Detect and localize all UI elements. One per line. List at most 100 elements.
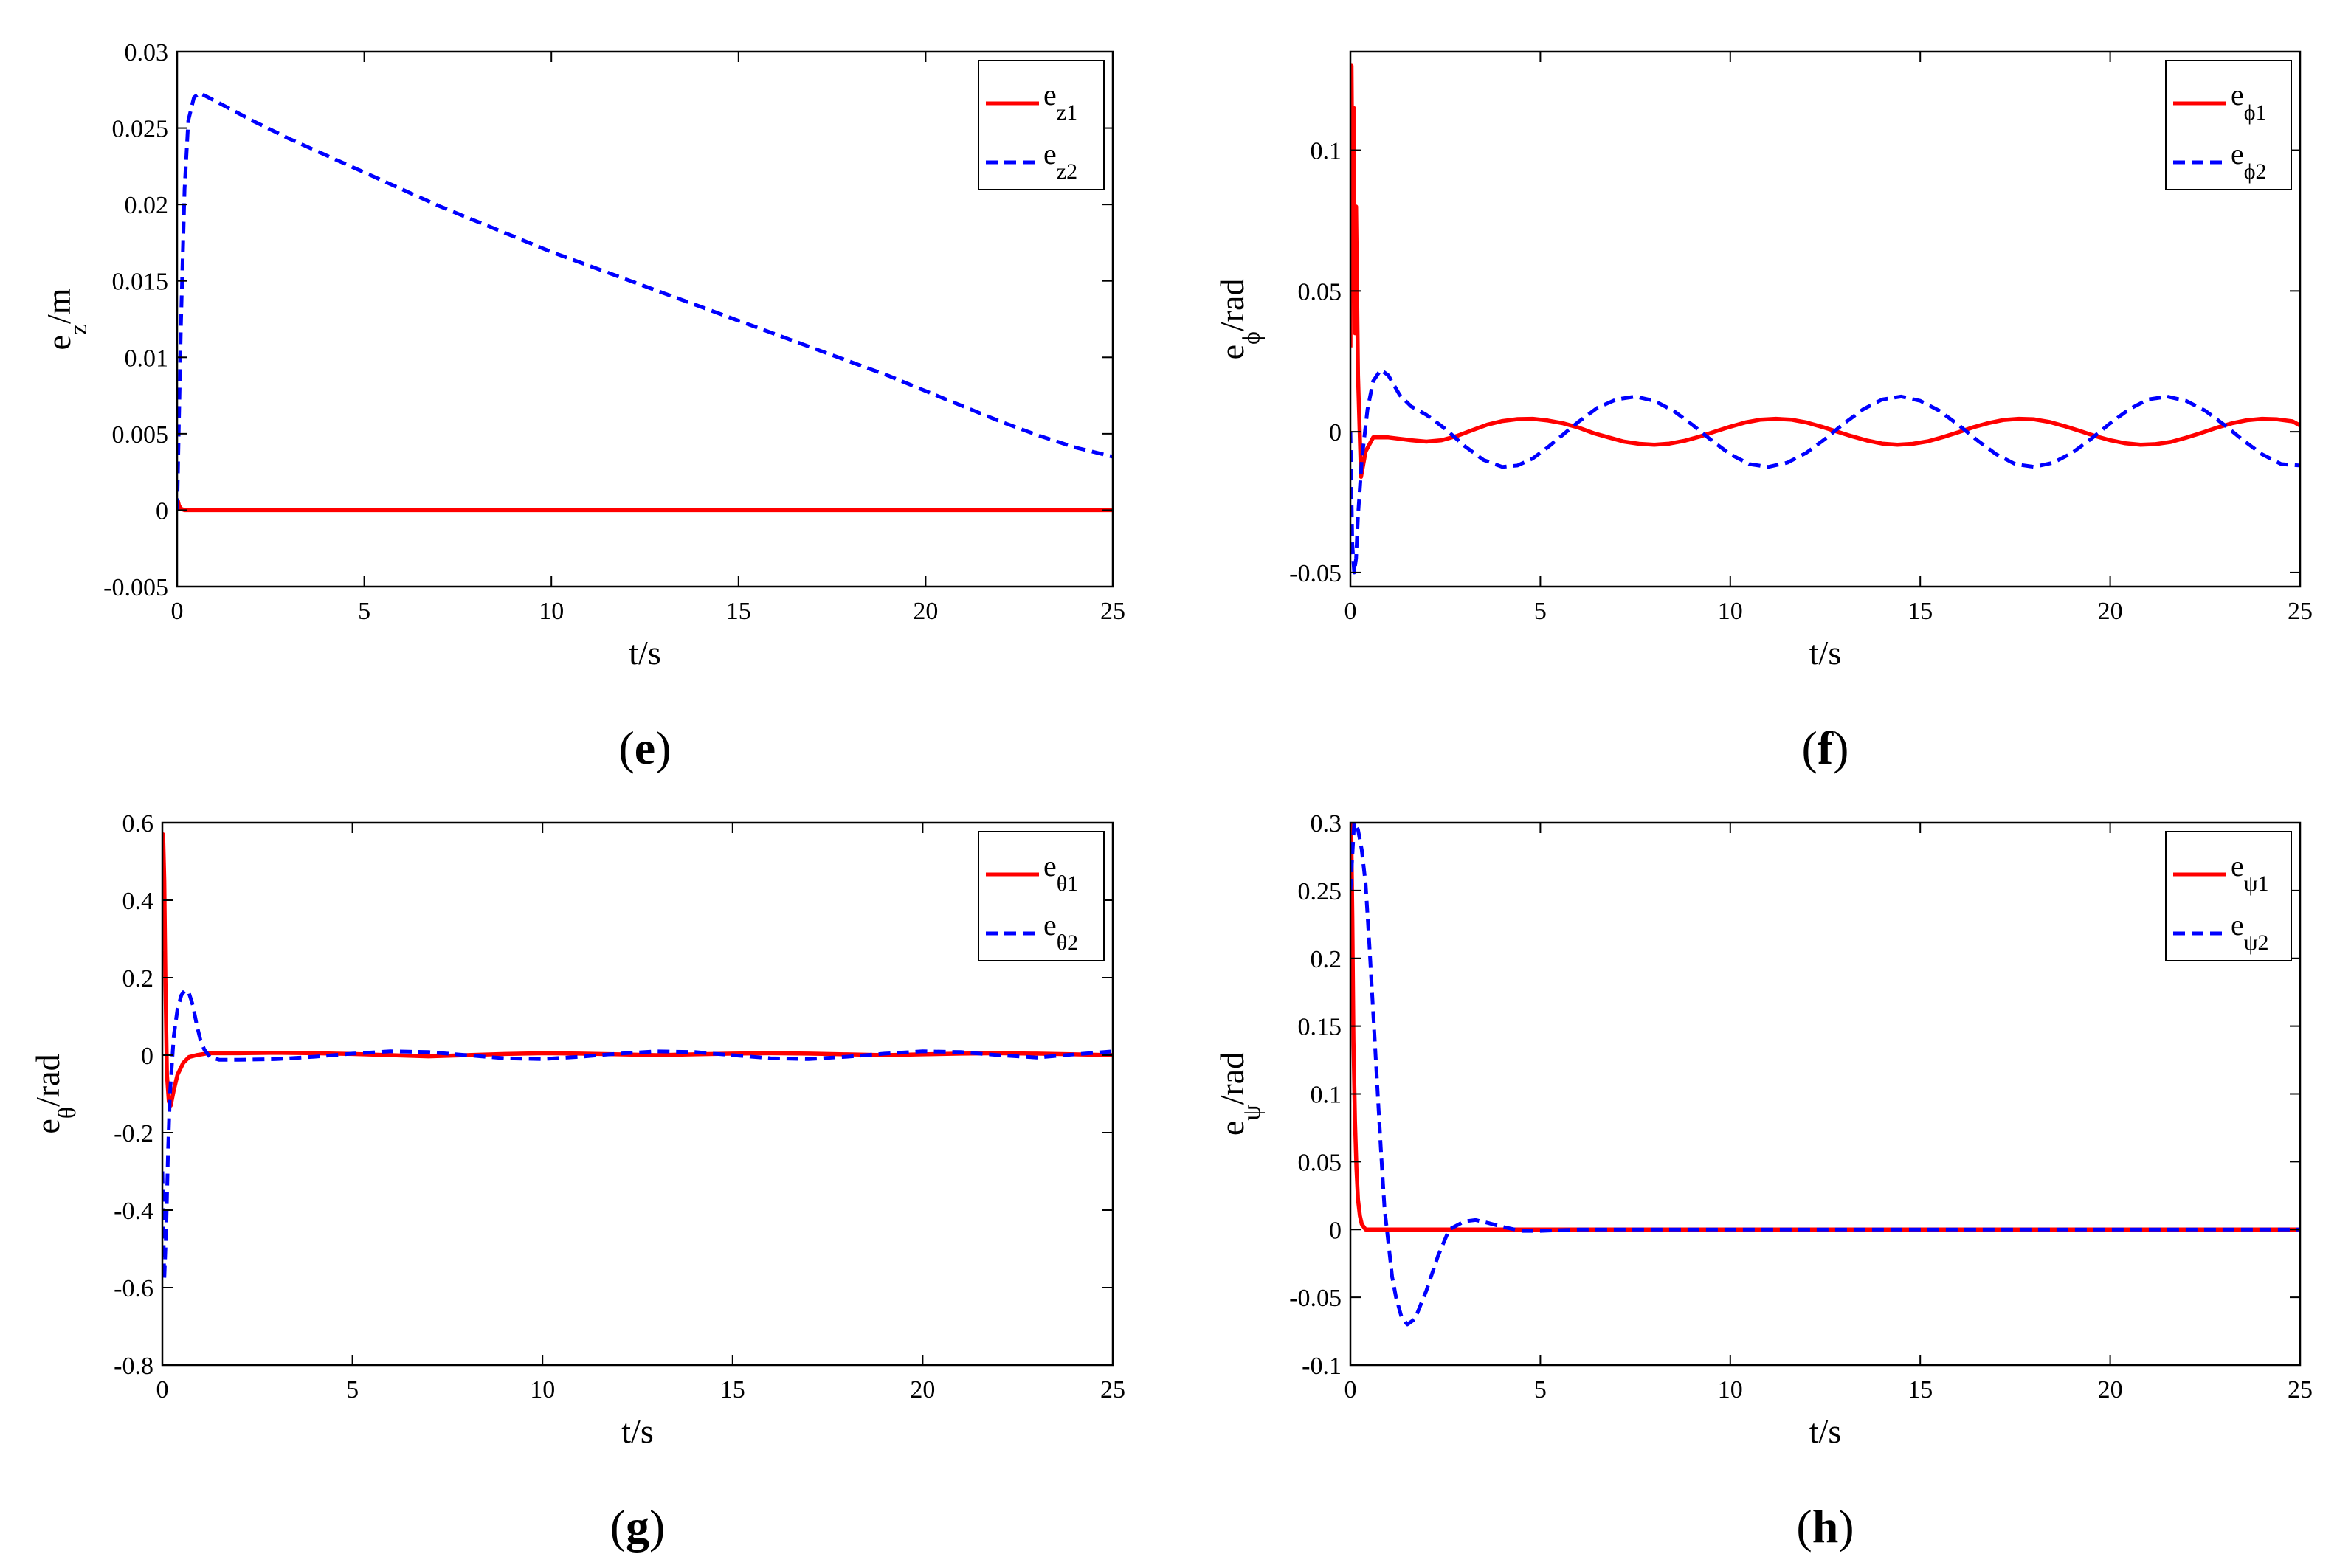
y-tick-label: 0 [156,497,168,525]
legend-main: e [2231,908,2244,942]
legend-label-e_z2: ez2 [1043,137,1077,184]
y-tick-label: -0.1 [1302,1353,1342,1380]
x-axis-label: t/s [1809,634,1841,671]
y-tick-label: -0.4 [114,1198,153,1225]
y-axis-label: eϕ/rad [1213,279,1266,360]
x-tick-label: 15 [1908,1376,1933,1403]
x-tick-label: 25 [2288,598,2313,625]
y-label-main: e [1213,1121,1251,1136]
x-tick-label: 10 [539,598,564,625]
y-label-main: e [1213,345,1251,359]
legend-main: e [2231,78,2244,111]
legend-label-e_psi1: eψ1 [2231,849,2269,896]
chart-panel-e: 0 5 10 15 20 25-0.00500.0050.010.0150.020.025… [40,39,1125,774]
y-axis-label: eθ/rad [29,1054,81,1133]
legend-sub: z1 [1057,100,1077,125]
y-tick-label: 0.4 [122,888,154,915]
x-tick-label: 0 [1344,598,1357,625]
y-tick-label: 0.1 [1311,138,1342,165]
y-tick-label: 0.3 [1311,810,1342,837]
y-tick-label: 0.05 [1298,1149,1342,1176]
panel-label-close: ) [649,1500,665,1553]
panel-label-close: ) [655,722,671,774]
y-label-sub: ψ [1238,1105,1266,1120]
legend-main: e [1043,908,1057,942]
y-tick-label: 0 [1329,419,1342,446]
y-label-sub: ϕ [1238,331,1266,345]
chart-panel-f: 0 5 10 15 20 25-0.0500.050.1t/seϕ/rad(f)eϕ1eϕ… [1213,50,2313,774]
legend-label-e_theta1: eθ1 [1043,849,1078,896]
y-tick-label: -0.05 [1289,560,1342,587]
x-tick-label: 25 [2288,1376,2313,1403]
y-tick-label: 0.05 [1298,278,1342,305]
x-tick-label: 10 [1718,1376,1743,1403]
panel-label: (h) [1796,1500,1854,1553]
x-tick-label: 10 [530,1376,555,1403]
legend-main: e [1043,137,1057,170]
x-tick-label: 15 [720,1376,745,1403]
series-line-e_psi1 [1350,823,2300,1232]
legend-sub: ϕ2 [2244,159,2267,184]
x-tick-label: 5 [358,598,370,625]
x-axis-label: t/s [629,634,660,671]
y-label-sub: θ [54,1107,81,1119]
y-tick-label: -0.05 [1289,1285,1342,1312]
panel-label-letter: g [626,1500,649,1553]
legend-sub: z2 [1057,159,1077,184]
x-tick-label: 15 [1908,598,1933,625]
x-tick-label: 5 [1534,598,1547,625]
x-tick-label: 20 [913,598,938,625]
chart-panel-g: 0 5 10 15 20 25 -0.8 -0.6 -0.4 -0.2 0 0.2 0.4 0.6 t/s e… [29,810,1125,1553]
legend-sub: ϕ1 [2244,100,2267,125]
panel-label-open: ( [610,1500,626,1553]
y-tick-label: 0.2 [1311,946,1342,973]
y-label-unit: /rad [29,1054,66,1107]
legend-box [978,60,1105,190]
y-tick-label: 0 [1329,1217,1342,1244]
series-line-e_theta1 [162,832,1113,1108]
x-tick-label: 5 [1534,1376,1547,1403]
series-line-e_theta2 [162,988,1113,1282]
y-tick-label: 0.005 [112,421,169,449]
panel-label: (g) [610,1500,666,1553]
legend-box [978,831,1105,961]
y-tick-label: 0.1 [1311,1082,1342,1109]
series-line-e_phi2 [1350,367,2300,575]
legend-sub: ψ2 [2244,930,2269,955]
x-tick-label: 0 [171,598,184,625]
panel-label-letter: h [1812,1500,1839,1553]
panel-label: (f) [1802,722,1849,774]
legend-main: e [1043,849,1057,883]
panel-label-letter: e [635,722,655,774]
legend-sub: θ1 [1057,871,1078,896]
legend-main: e [2231,137,2244,170]
x-tick-label: 25 [1100,1376,1125,1403]
legend-main: e [1043,78,1057,111]
x-tick-label: 20 [910,1376,935,1403]
panel-label-close: ) [1838,1500,1854,1553]
legend-label-e_phi1: eϕ1 [2231,78,2267,125]
panel-label-open: ( [1796,1500,1812,1553]
series-line-e_z2 [177,91,1113,511]
x-tick-label: 20 [2098,598,2123,625]
y-tick-label: 0.025 [112,116,169,143]
panel-label-open: ( [618,722,634,774]
legend-label-e_phi2: eϕ2 [2231,137,2267,184]
plot-frame [1349,821,2302,1367]
x-tick-label: 10 [1718,598,1743,625]
x-tick-label: 20 [2098,1376,2123,1403]
y-tick-label: 0.15 [1298,1014,1342,1041]
legend-label-e_psi2: eψ2 [2231,908,2269,955]
chart-panel-h: 0 5 10 15 20 25 -0.1 -0.05 0 0.05 0.1 0.15 0.2 0.25 0.… [1213,810,2313,1553]
plot-frame [176,50,1114,588]
y-axis-label: eψ/rad [1213,1052,1266,1136]
x-tick-label: 15 [726,598,751,625]
panel-label-close: ) [1833,722,1848,774]
series-line-e_phi1 [1350,63,2300,479]
plot-frame [1349,50,2302,588]
legend-main: e [2231,849,2244,883]
plot-frame [161,821,1114,1367]
